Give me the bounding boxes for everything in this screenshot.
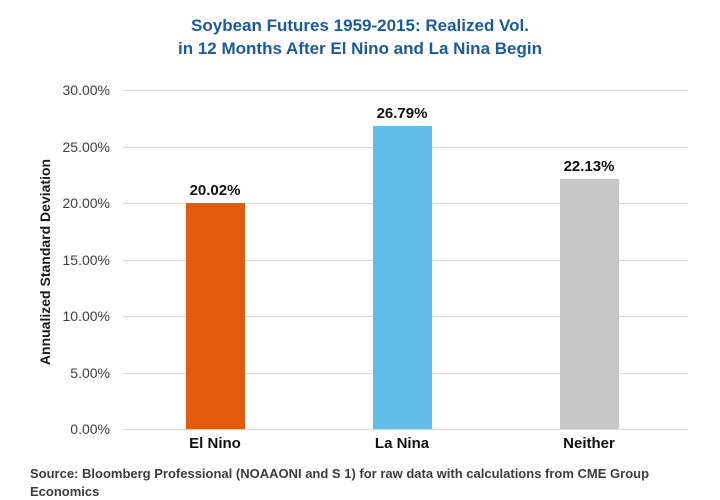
y-axis-tick-label: 0.00% bbox=[70, 421, 110, 437]
bar-value-label: 26.79% bbox=[376, 105, 428, 123]
bar-el-nino bbox=[185, 202, 245, 429]
chart-title-line1: Soybean Futures 1959-2015: Realized Vol. bbox=[191, 16, 529, 35]
chart-title: Soybean Futures 1959-2015: Realized Vol.… bbox=[0, 14, 720, 60]
x-axis-category-label: El Nino bbox=[189, 435, 241, 452]
x-axis-category-label: La Nina bbox=[374, 435, 430, 452]
bar-la-nina bbox=[372, 126, 432, 429]
gridline bbox=[123, 429, 688, 430]
y-axis-tick-label: 15.00% bbox=[62, 251, 110, 268]
gridline bbox=[123, 90, 688, 91]
bar-neither bbox=[559, 178, 619, 429]
y-axis-tick-label: 25.00% bbox=[62, 138, 110, 155]
y-axis-tick-label: 5.00% bbox=[70, 364, 110, 381]
y-axis-tick-label: 30.00% bbox=[62, 82, 110, 98]
plot-area: 30.00% 25.00% 20.00% 15.00% 10.00% 5.00% 0.00%… bbox=[63, 82, 688, 452]
y-axis-tick-label: 10.00% bbox=[62, 308, 110, 324]
bar-value-label: 20.02% bbox=[189, 181, 241, 199]
source-note: Source: Bloomberg Professional (NOAAONI … bbox=[30, 466, 650, 499]
x-axis-category-label: Neither bbox=[563, 435, 615, 452]
bar-value-label: 22.13% bbox=[563, 157, 615, 175]
y-axis-tick-label: 20.00% bbox=[62, 195, 110, 211]
chart-title-line2: in 12 Months After El Nino and La Nina B… bbox=[178, 39, 542, 58]
